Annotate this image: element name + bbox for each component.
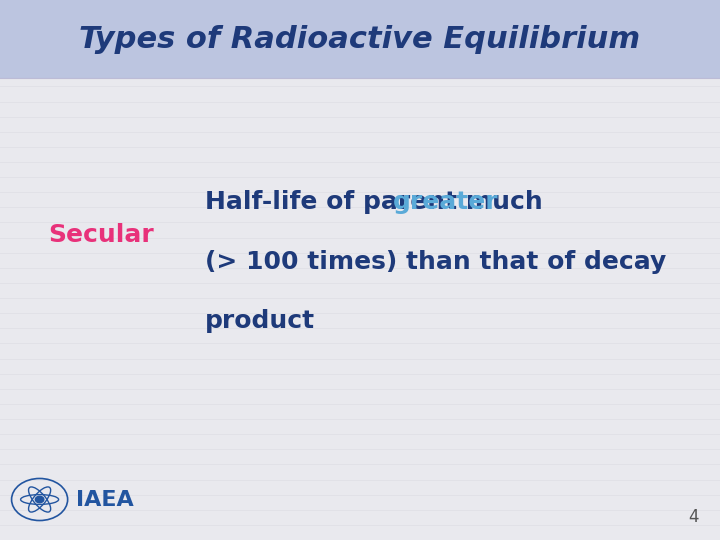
Text: Secular: Secular [48, 223, 153, 247]
Text: IAEA: IAEA [76, 489, 134, 510]
Text: greater: greater [393, 191, 499, 214]
Text: Half-life of parent much: Half-life of parent much [205, 191, 552, 214]
Text: product: product [205, 309, 315, 333]
Circle shape [35, 496, 44, 503]
Text: Types of Radioactive Equilibrium: Types of Radioactive Equilibrium [79, 25, 641, 53]
Text: 4: 4 [688, 509, 698, 526]
FancyBboxPatch shape [0, 0, 720, 78]
Text: (> 100 times) than that of decay: (> 100 times) than that of decay [205, 250, 667, 274]
